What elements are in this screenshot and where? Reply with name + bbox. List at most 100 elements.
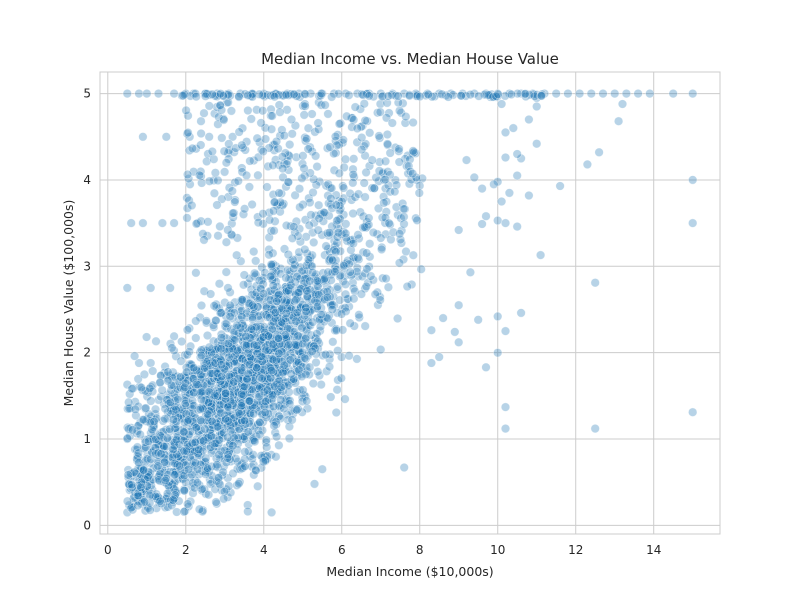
data-point <box>222 323 232 333</box>
data-point <box>213 175 223 185</box>
data-point <box>383 282 394 292</box>
data-point <box>317 230 327 240</box>
data-point <box>319 317 329 327</box>
data-point <box>271 136 282 147</box>
data-point <box>281 273 291 283</box>
data-point <box>329 165 339 175</box>
data-point <box>493 311 503 322</box>
data-point <box>203 463 213 473</box>
data-point <box>237 140 247 150</box>
data-point <box>201 316 211 326</box>
data-point <box>241 170 252 180</box>
data-point <box>221 158 231 168</box>
data-point <box>500 424 511 434</box>
data-point <box>122 433 133 443</box>
data-point <box>272 432 282 442</box>
data-point <box>194 504 205 514</box>
data-point <box>146 428 156 438</box>
y-tick-label: 1 <box>83 432 91 446</box>
data-point <box>332 216 342 226</box>
data-point <box>151 336 161 346</box>
data-point <box>365 252 375 262</box>
data-point <box>304 220 314 230</box>
y-tick-label: 4 <box>83 173 91 187</box>
data-point <box>368 227 379 238</box>
data-point <box>191 219 201 229</box>
data-point <box>357 145 367 155</box>
data-point <box>349 283 359 294</box>
data-point <box>169 88 179 99</box>
data-point <box>269 226 279 236</box>
data-point <box>456 91 466 101</box>
data-point <box>157 385 167 395</box>
data-point <box>176 356 186 366</box>
data-point <box>294 365 304 375</box>
data-point <box>339 183 349 193</box>
data-point <box>292 405 302 415</box>
data-point <box>127 384 137 394</box>
data-point <box>187 200 197 210</box>
data-point <box>524 114 534 125</box>
data-point <box>244 446 254 456</box>
data-point <box>305 362 315 372</box>
data-point <box>248 450 258 460</box>
data-point <box>450 327 460 337</box>
data-point <box>247 324 257 334</box>
data-point <box>146 396 156 406</box>
data-point <box>454 300 464 310</box>
data-point <box>291 316 301 326</box>
data-point <box>234 91 244 101</box>
data-point <box>153 461 163 471</box>
data-point <box>135 429 145 440</box>
data-point <box>183 499 193 509</box>
data-point <box>313 367 323 377</box>
data-point <box>294 184 305 194</box>
data-point <box>245 273 255 284</box>
data-point <box>241 341 252 351</box>
data-point <box>302 134 312 144</box>
data-point <box>179 485 189 496</box>
data-point <box>390 187 400 197</box>
data-point <box>262 182 272 192</box>
data-point <box>301 306 311 317</box>
data-point <box>243 369 253 379</box>
data-point <box>274 333 284 344</box>
data-point <box>247 199 257 210</box>
y-tick-label: 2 <box>83 346 91 360</box>
data-point <box>255 417 265 428</box>
data-point <box>163 367 173 377</box>
x-tick-label: 2 <box>182 543 190 557</box>
data-point <box>258 146 268 157</box>
data-point <box>219 146 229 156</box>
data-point <box>353 253 363 263</box>
data-point <box>291 340 301 350</box>
data-point <box>240 454 250 464</box>
data-point <box>500 326 511 336</box>
data-point <box>350 102 360 112</box>
data-point <box>126 218 136 228</box>
data-point <box>232 320 242 331</box>
data-point <box>377 244 387 254</box>
data-point <box>279 131 289 141</box>
data-point <box>216 408 226 418</box>
data-point <box>385 148 395 158</box>
data-point <box>223 416 233 426</box>
data-point <box>206 289 216 299</box>
data-point <box>191 91 201 102</box>
data-point <box>348 169 358 180</box>
data-point <box>214 435 224 445</box>
data-point <box>191 316 201 326</box>
data-point <box>293 231 303 241</box>
data-point <box>223 225 233 235</box>
x-tick-label: 12 <box>568 543 583 557</box>
data-point <box>200 363 210 373</box>
data-point <box>124 397 134 407</box>
data-point <box>407 279 417 290</box>
data-point <box>171 351 181 361</box>
data-point <box>283 380 294 390</box>
data-point <box>271 452 281 462</box>
data-point <box>281 366 291 376</box>
data-point <box>297 323 307 333</box>
data-point <box>344 90 354 100</box>
data-point <box>688 175 698 185</box>
